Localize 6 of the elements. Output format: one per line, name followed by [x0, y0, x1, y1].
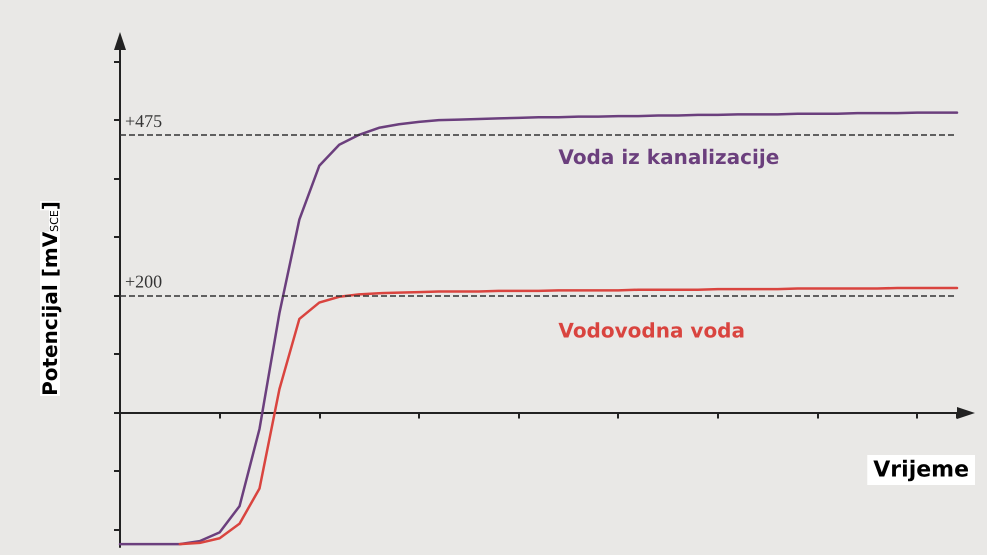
series-label: Vodovodna voda: [558, 318, 745, 342]
ref-line-label: +475: [125, 110, 162, 131]
x-axis-title: Vrijeme: [873, 458, 970, 482]
ref-line-label: +200: [125, 272, 162, 292]
y-axis-title: Potencijal [mVSCE]: [38, 201, 62, 396]
series-label: Voda iz kanalizacije: [558, 145, 780, 170]
